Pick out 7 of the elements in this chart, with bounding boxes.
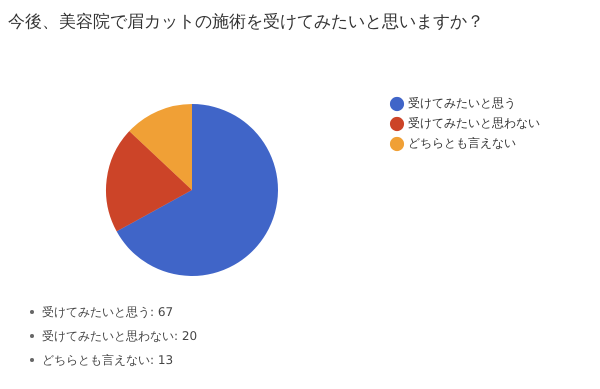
text: 受けてみたいと思わない: 20 [42,328,198,345]
legend-label: 受けてみたいと思わない [408,116,540,130]
chart-title: 今後、美容院で眉カットの施術を受けてみたいと思いますか？ [8,11,484,33]
text: どちらとも言えない: 13 [42,352,174,369]
legend-label: 受けてみたいと思う [408,96,516,110]
text: 受けてみたいと思う: 67 [42,304,174,321]
legend-label: どちらとも言えない [408,136,516,150]
